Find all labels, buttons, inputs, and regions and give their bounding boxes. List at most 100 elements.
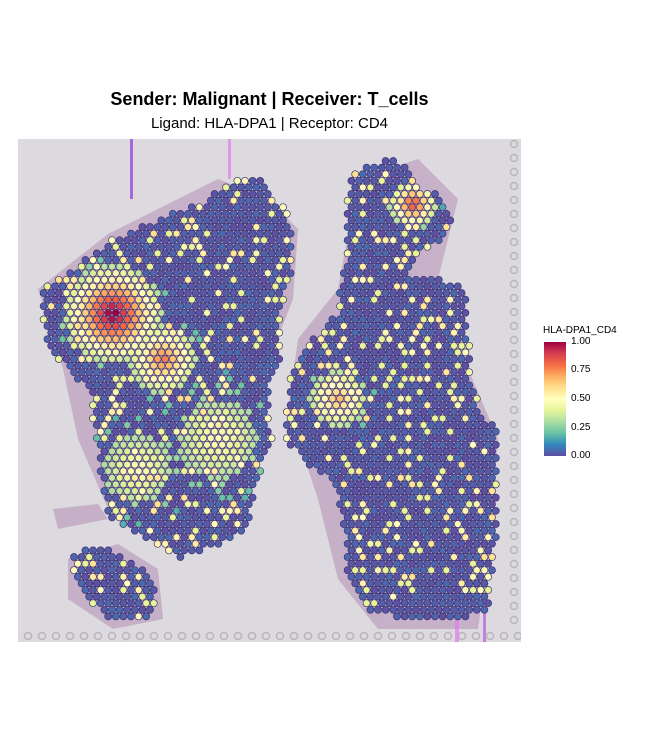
spot: [267, 275, 276, 284]
spot: [412, 553, 420, 561]
spot: [347, 374, 356, 383]
spot: [233, 454, 242, 462]
spot: [461, 348, 470, 357]
spot: [191, 421, 200, 429]
spot: [404, 381, 413, 390]
spot: [453, 322, 462, 330]
spot: [434, 513, 443, 522]
spot: [43, 322, 52, 330]
spot: [355, 348, 363, 357]
spot: [351, 196, 360, 205]
spot: [77, 302, 86, 311]
spot: [225, 388, 234, 396]
spot: [100, 473, 109, 482]
spot: [233, 242, 242, 251]
spot: [419, 447, 428, 456]
spot: [252, 275, 261, 284]
spot: [206, 421, 215, 429]
spot: [108, 447, 116, 456]
spot: [70, 315, 78, 324]
spot: [77, 275, 86, 284]
spot: [168, 355, 177, 363]
spot: [218, 282, 227, 291]
spot: [260, 236, 268, 245]
spot: [248, 190, 257, 198]
spot: [256, 229, 265, 238]
spot: [434, 487, 443, 495]
spot: [267, 249, 276, 258]
spot: [396, 407, 405, 416]
spot: [157, 520, 166, 528]
spot: [184, 460, 192, 469]
spot: [370, 506, 379, 515]
spot: [408, 229, 417, 238]
spot: [415, 374, 424, 383]
spot: [370, 203, 379, 212]
spot: [130, 592, 139, 601]
spot: [343, 473, 352, 482]
spot: [412, 473, 420, 482]
spot: [172, 467, 181, 476]
spot: [138, 407, 147, 416]
spot: [358, 434, 367, 443]
spot: [210, 520, 219, 528]
fiducial-dot: [303, 631, 313, 641]
spot: [457, 447, 466, 456]
spot: [123, 394, 132, 403]
spot: [100, 355, 109, 363]
spot: [366, 170, 375, 179]
spot: [119, 454, 128, 462]
spot: [157, 493, 166, 502]
spot: [241, 295, 249, 304]
spot: [70, 302, 78, 311]
spot: [142, 361, 151, 370]
spot: [389, 275, 398, 284]
fiducial-dot: [509, 601, 519, 611]
spot: [199, 262, 208, 271]
spot: [438, 520, 447, 528]
spot: [199, 355, 208, 363]
spot: [324, 467, 333, 476]
spot: [138, 592, 147, 601]
spot: [374, 170, 382, 179]
spot: [328, 421, 337, 429]
spot: [480, 513, 489, 522]
spot: [195, 322, 204, 330]
fiducial-dot: [499, 631, 509, 641]
spot: [96, 295, 105, 304]
spot: [252, 368, 261, 377]
spot: [362, 269, 371, 278]
spot: [275, 341, 284, 350]
spot: [119, 467, 128, 476]
spot: [153, 473, 162, 482]
spot: [332, 361, 341, 370]
spot: [111, 480, 120, 489]
spot: [282, 262, 291, 271]
spot: [442, 513, 451, 522]
spot: [389, 487, 398, 495]
spot: [355, 229, 363, 238]
spot: [108, 460, 116, 469]
spot: [423, 374, 432, 383]
spot: [389, 183, 398, 192]
spot: [362, 401, 371, 410]
spot: [89, 348, 97, 357]
spot: [161, 381, 170, 390]
spot: [214, 539, 223, 548]
spot: [66, 322, 75, 330]
spot: [244, 394, 253, 403]
spot: [298, 355, 306, 363]
spot: [66, 335, 75, 344]
spot: [203, 506, 211, 515]
spot: [370, 559, 379, 568]
spot: [415, 572, 424, 581]
spot: [142, 586, 151, 594]
spot: [415, 401, 424, 410]
spot: [442, 434, 451, 443]
spot: [385, 256, 394, 264]
spot: [165, 467, 173, 476]
spot: [339, 506, 348, 515]
spot: [184, 500, 192, 509]
spot: [275, 275, 284, 284]
spot: [400, 572, 409, 581]
